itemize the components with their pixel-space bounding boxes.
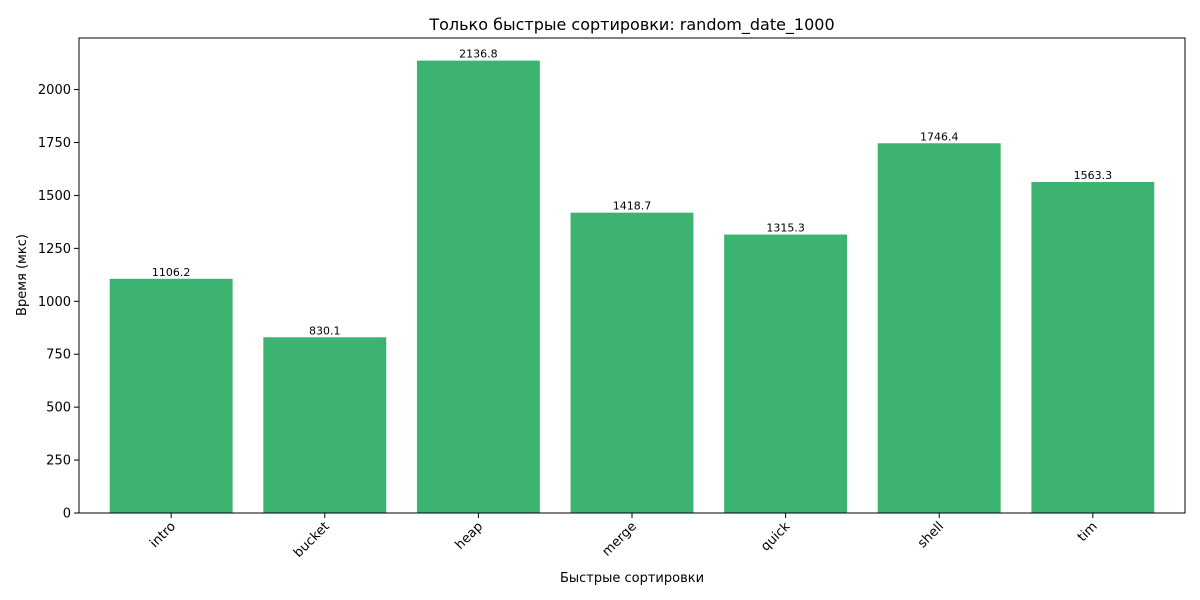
y-tick-label-1000: 1000 bbox=[38, 295, 71, 310]
x-tick-label-merge: merge bbox=[600, 519, 640, 559]
data-labels-layer: 1106.2 830.1 2136.8 1418.7 1315.3 1746.4 1563.… bbox=[152, 48, 1112, 338]
y-tick-label-250: 250 bbox=[46, 454, 71, 469]
y-tick-label-1750: 1750 bbox=[38, 136, 71, 151]
y-tick-label-750: 750 bbox=[46, 348, 71, 363]
x-tick-label-quick: quick bbox=[758, 519, 794, 555]
bar-quick bbox=[724, 234, 848, 513]
y-tick-label-1500: 1500 bbox=[38, 189, 71, 204]
data-label-tim: 1563.3 bbox=[1074, 169, 1113, 182]
data-label-heap: 2136.8 bbox=[459, 48, 498, 61]
y-axis: 0 250 500 750 1000 1250 1500 1750 2000 bbox=[38, 83, 79, 522]
bars-layer bbox=[109, 60, 1155, 513]
bar-heap bbox=[416, 60, 540, 513]
bar-shell bbox=[877, 143, 1001, 513]
y-tick-label-0: 0 bbox=[63, 507, 71, 522]
x-tick-label-tim: tim bbox=[1075, 519, 1101, 545]
y-axis-label: Время (мкс) bbox=[15, 234, 30, 316]
data-label-intro: 1106.2 bbox=[152, 266, 191, 279]
bar-merge bbox=[570, 212, 694, 513]
data-label-bucket: 830.1 bbox=[309, 324, 341, 337]
y-tick-label-2000: 2000 bbox=[38, 83, 71, 98]
data-label-merge: 1418.7 bbox=[613, 200, 652, 213]
data-label-shell: 1746.4 bbox=[920, 130, 959, 143]
x-tick-label-bucket: bucket bbox=[291, 519, 333, 561]
bar-tim bbox=[1031, 182, 1155, 513]
x-axis-label: Быстрые сортировки bbox=[560, 571, 704, 586]
y-tick-label-500: 500 bbox=[46, 401, 71, 416]
x-tick-label-shell: shell bbox=[915, 519, 947, 551]
x-axis: intro bucket heap merge quick shell tim bbox=[147, 513, 1101, 561]
x-tick-label-heap: heap bbox=[453, 519, 487, 553]
bar-bucket bbox=[263, 337, 387, 513]
chart-title: Только быстрые сортировки: random_date_1… bbox=[428, 15, 834, 35]
data-label-quick: 1315.3 bbox=[766, 222, 805, 235]
bar-intro bbox=[109, 278, 233, 513]
x-tick-label-intro: intro bbox=[147, 519, 179, 551]
y-tick-label-1250: 1250 bbox=[38, 242, 71, 257]
